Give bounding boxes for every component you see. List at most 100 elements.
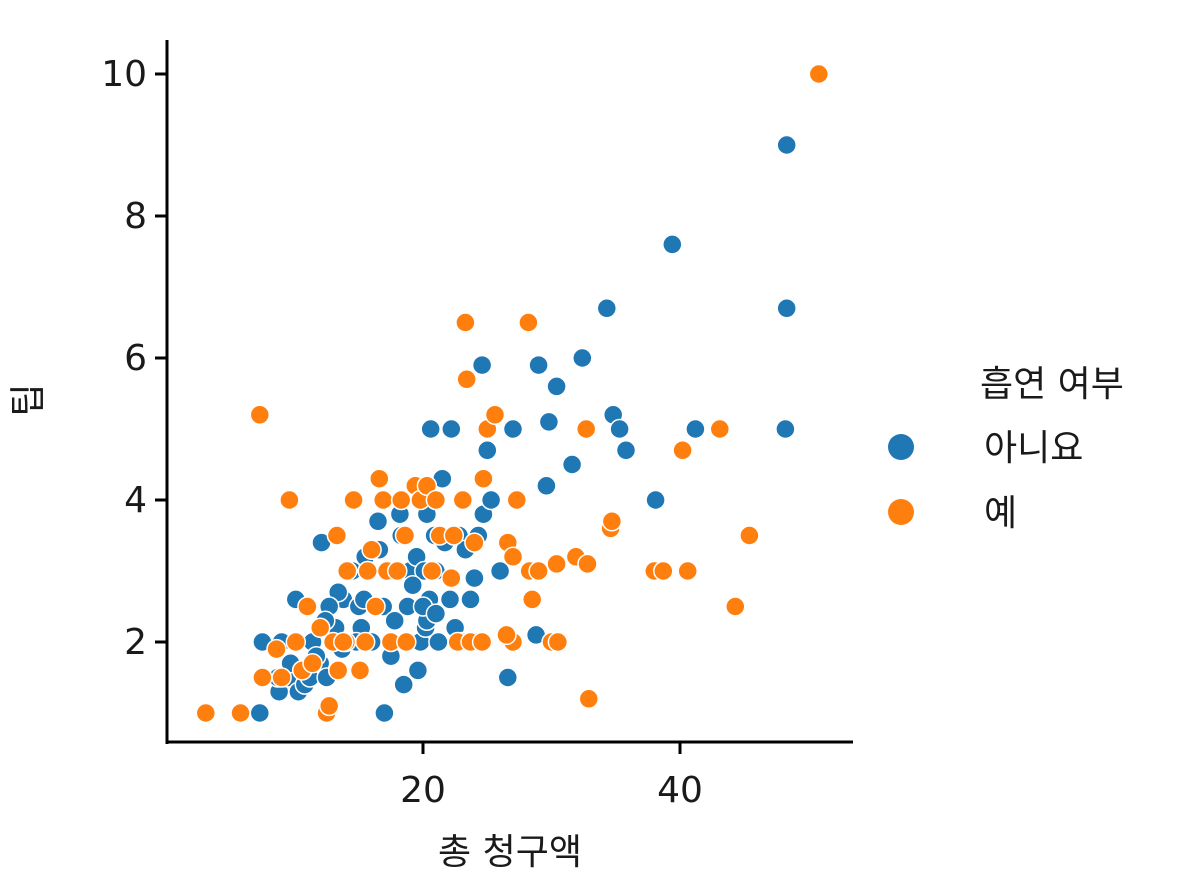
data-point-no-32 xyxy=(420,418,441,440)
data-point-yes-23 xyxy=(372,489,394,511)
data-point-yes-69 xyxy=(739,525,760,546)
data-point-no-54 xyxy=(538,411,560,433)
data-point-yes-26 xyxy=(387,560,408,582)
data-point-yes-55 xyxy=(546,553,567,575)
y-axis-title: 팁 xyxy=(8,383,49,416)
data-point-yes-59 xyxy=(577,553,598,575)
data-point-no-61 xyxy=(615,440,637,461)
data-point-no-82 xyxy=(439,589,461,610)
data-point-yes-73 xyxy=(361,539,382,560)
data-point-yes-6 xyxy=(285,631,307,653)
data-point-yes-70 xyxy=(808,63,830,85)
data-point-no-47 xyxy=(471,354,493,376)
data-point-no-58 xyxy=(596,298,618,319)
data-point-yes-68 xyxy=(725,596,746,617)
data-point-yes-49 xyxy=(506,489,528,511)
data-point-yes-77 xyxy=(333,631,354,653)
data-point-yes-53 xyxy=(528,560,549,582)
data-point-yes-32 xyxy=(421,560,443,582)
data-point-yes-10 xyxy=(309,617,331,639)
data-point-yes-47 xyxy=(502,546,524,568)
data-point-yes-52 xyxy=(521,589,543,610)
data-point-yes-56 xyxy=(547,631,569,653)
data-point-no-37 xyxy=(441,418,462,440)
data-point-yes-9 xyxy=(302,653,323,674)
data-point-no-66 xyxy=(776,298,797,319)
data-point-no-42 xyxy=(460,589,481,610)
data-point-yes-4 xyxy=(266,638,287,660)
data-point-no-55 xyxy=(546,376,567,397)
y-tick-label: 2 xyxy=(124,622,147,663)
data-point-no-79 xyxy=(402,574,423,596)
data-point-yes-8 xyxy=(297,596,318,617)
data-point-yes-72 xyxy=(336,560,358,582)
data-point-no-18 xyxy=(367,511,389,532)
data-point-no-77 xyxy=(384,610,405,631)
data-point-yes-5 xyxy=(279,489,300,511)
data-point-yes-67 xyxy=(709,418,731,440)
data-point-yes-18 xyxy=(349,660,371,681)
data-point-no-56 xyxy=(561,454,583,475)
data-point-no-52 xyxy=(528,354,549,376)
data-point-yes-50 xyxy=(518,312,539,333)
data-point-yes-66 xyxy=(677,560,698,582)
data-point-yes-15 xyxy=(326,525,348,546)
y-tick-label: 10 xyxy=(101,54,147,95)
data-point-yes-35 xyxy=(441,567,462,589)
ticks-layer: 2 4 6 8 10 20 40 xyxy=(101,54,703,811)
data-point-yes-65 xyxy=(672,440,693,461)
data-point-yes-12 xyxy=(318,695,340,717)
data-point-no-81 xyxy=(428,631,449,653)
x-axis-title: 총 청구액 xyxy=(438,832,582,873)
data-point-no-49 xyxy=(497,667,519,688)
data-point-yes-74 xyxy=(396,631,417,653)
legend-label-no: 아니요 xyxy=(984,428,1083,469)
data-point-yes-17 xyxy=(343,489,364,511)
y-tick-label: 4 xyxy=(124,480,147,521)
data-point-yes-45 xyxy=(484,404,506,426)
data-point-yes-1 xyxy=(230,702,251,724)
y-tick-label: 8 xyxy=(124,196,147,237)
data-point-yes-20 xyxy=(357,560,378,582)
data-point-no-48 xyxy=(480,489,502,511)
data-point-yes-64 xyxy=(653,560,674,582)
data-point-no-19 xyxy=(374,702,395,724)
y-tick-label: 6 xyxy=(124,338,147,379)
data-point-yes-27 xyxy=(390,489,412,511)
data-point-yes-37 xyxy=(452,489,474,511)
data-point-no-65 xyxy=(776,134,797,156)
data-point-yes-60 xyxy=(578,688,600,710)
data-point-yes-58 xyxy=(575,418,597,440)
data-point-yes-75 xyxy=(443,525,465,546)
data-point-yes-71 xyxy=(271,667,292,688)
data-point-no-62 xyxy=(645,489,666,511)
data-point-yes-39 xyxy=(456,369,477,390)
data-point-yes-22 xyxy=(369,468,390,489)
data-point-yes-2 xyxy=(249,404,271,426)
data-point-no-46 xyxy=(477,440,498,461)
x-tick-label: 20 xyxy=(400,770,446,811)
data-point-no-63 xyxy=(662,234,683,255)
legend-marker-yes xyxy=(888,499,914,525)
data-point-no-67 xyxy=(775,418,796,440)
data-point-no-57 xyxy=(572,347,593,369)
legend-marker-no xyxy=(888,434,914,460)
legend: 흡연 여부 아니요 예 xyxy=(888,364,1124,534)
data-point-yes-19 xyxy=(354,631,376,653)
data-point-no-0 xyxy=(249,702,271,724)
data-point-no-23 xyxy=(393,674,414,695)
legend-title: 흡연 여부 xyxy=(980,364,1124,405)
data-point-no-99 xyxy=(489,560,511,582)
data-point-no-60 xyxy=(609,418,630,440)
data-point-yes-14 xyxy=(327,660,349,681)
points-layer xyxy=(195,63,830,724)
data-point-yes-3 xyxy=(252,667,273,688)
data-point-yes-42 xyxy=(471,631,493,653)
data-point-yes-21 xyxy=(365,596,386,617)
data-point-no-92 xyxy=(425,603,447,624)
x-tick-label: 40 xyxy=(657,770,703,811)
data-point-no-53 xyxy=(536,475,557,497)
data-point-yes-43 xyxy=(473,468,494,489)
data-point-yes-76 xyxy=(496,624,517,646)
